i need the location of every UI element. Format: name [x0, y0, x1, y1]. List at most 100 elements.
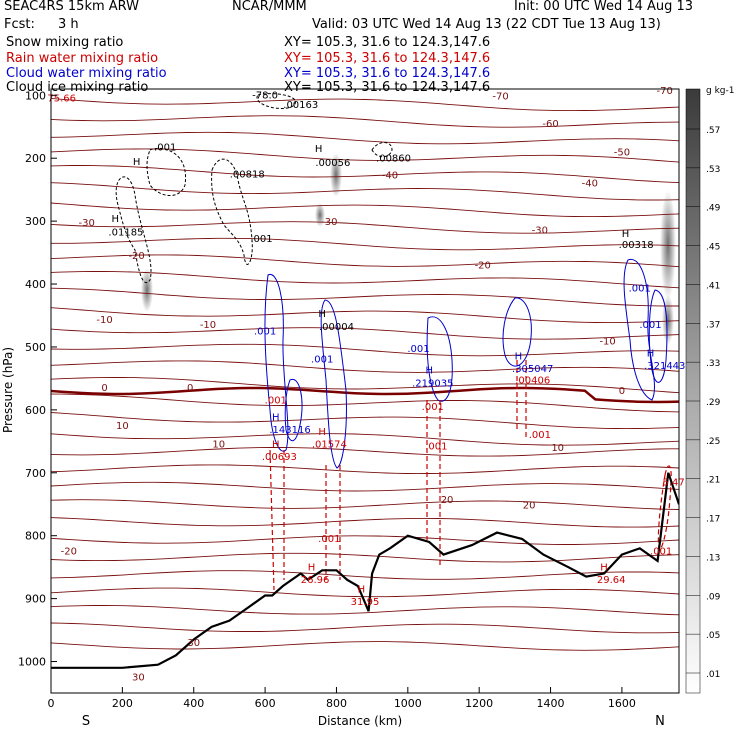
contour-label: H	[425, 365, 433, 376]
zero-degree-contour	[51, 386, 679, 404]
y-tick-label: 900	[25, 593, 46, 606]
field-cloud-ice-xy: XY= 105.3, 31.6 to 124.3,147.6	[284, 80, 491, 95]
south-label: S	[82, 714, 90, 729]
temperature-contour	[51, 148, 679, 163]
y-axis: 100 200 300 400 500 600 700 800 900 1000	[18, 89, 57, 669]
shade-blob	[330, 153, 342, 197]
contour-label: .219035	[412, 379, 453, 390]
x-tick-label: 200	[112, 697, 133, 710]
x-axis-label: Distance (km)	[318, 714, 402, 728]
contour-label: -40	[382, 170, 398, 181]
contour-label: H	[600, 562, 608, 573]
contour-label: .001	[425, 442, 447, 453]
temperature-contour	[51, 343, 679, 357]
contour-label: 26.96	[301, 575, 330, 586]
colorbar-unit: g kg-1	[706, 86, 734, 96]
cloud-water-contour	[502, 297, 532, 367]
contour-label: .001	[650, 547, 672, 558]
org-label: NCAR/MMM	[232, 0, 307, 14]
temperature-contour	[51, 412, 679, 430]
snow-contour	[256, 93, 297, 109]
rain-contour	[657, 465, 672, 552]
x-tick-label: 800	[326, 697, 347, 710]
contour-label: H	[318, 309, 326, 320]
contour-label: .001	[629, 284, 651, 295]
contour-label: .00163	[283, 100, 318, 111]
cloud-water-contour	[426, 316, 453, 402]
temperature-contour	[51, 552, 679, 563]
terrain-line	[51, 472, 679, 669]
snow-contour	[115, 176, 152, 283]
contour-label: .305047	[512, 364, 553, 375]
colorbar-label: .25	[706, 437, 720, 447]
field-cloud-water-name: Cloud water mixing ratio	[6, 66, 167, 81]
contour-label: .001	[639, 320, 661, 331]
contour-label: -60	[542, 119, 558, 130]
colorbar-label: .13	[706, 553, 720, 563]
x-tick-label: 1600	[608, 697, 636, 710]
contour-label: 31.95	[351, 597, 380, 608]
temperature-contour	[51, 307, 679, 324]
temperature-contour	[51, 221, 679, 234]
contour-label: .001	[318, 534, 340, 545]
colorbar-label: .17	[706, 515, 720, 525]
y-tick-label: 200	[25, 152, 46, 165]
y-tick-label: 800	[25, 530, 46, 543]
valid-time: Valid: 03 UTC Wed 14 Aug 13 (22 CDT Tue …	[312, 17, 661, 32]
field-snow-xy: XY= 105.3, 31.6 to 124.3,147.6	[284, 35, 491, 50]
temperature-contour	[51, 393, 679, 413]
contour-label: .00818	[230, 170, 265, 181]
colorbar-label: .57	[706, 126, 720, 136]
x-tick-label: 1200	[465, 697, 493, 710]
colorbar-labels: .57 .53 .49 .45 .41 .37 .33 .29 .25 .21 .17 .13 .09.…	[686, 126, 721, 680]
colorbar-label: .09	[706, 592, 721, 602]
y-tick-label: 600	[25, 404, 46, 417]
temperature-contour	[51, 499, 679, 510]
contour-label: -20	[128, 251, 144, 262]
forecast-label: Fcst:	[4, 17, 35, 32]
cloud-water-contour	[623, 258, 655, 401]
field-snow-name: Snow mixing ratio	[6, 35, 124, 50]
contour-label: -20	[475, 260, 491, 271]
contour-label: 20	[441, 495, 454, 506]
temperature-contour	[51, 605, 679, 616]
contour-label: 29.64	[597, 575, 626, 586]
terrain-profile	[51, 472, 679, 669]
colorbar-label: .53	[706, 165, 720, 175]
contour-label: 5.47	[663, 477, 685, 488]
y-tick-label: 100	[25, 89, 46, 102]
temperature-contour	[51, 433, 679, 446]
snow-contour	[211, 158, 253, 265]
contour-label: .00406	[515, 375, 550, 386]
cloud-water-contour	[264, 274, 289, 452]
temperature-contour	[51, 481, 679, 492]
contour-label: .001	[529, 430, 551, 441]
forecast-hour: 3 h	[58, 17, 79, 32]
init-time: Init: 00 UTC Wed 14 Aug 13	[514, 0, 694, 14]
contour-label: 75.66	[47, 94, 76, 105]
contour-label: -30	[532, 226, 548, 237]
temperature-contour	[51, 517, 679, 528]
temperature-contour	[51, 202, 679, 218]
contour-label: H	[133, 157, 141, 168]
contour-label: -30	[321, 217, 337, 228]
contour-label: H	[358, 584, 366, 595]
contour-label: H	[515, 352, 523, 363]
field-cloud-ice-name: Cloud ice mixing ratio	[6, 80, 149, 95]
temperature-contour	[51, 641, 679, 651]
field-cloud-water-xy: XY= 105.3, 31.6 to 124.3,147.6	[284, 66, 491, 81]
temperature-contour	[51, 570, 679, 580]
contour-label: .00318	[619, 240, 654, 251]
temperature-contour	[51, 377, 679, 394]
contour-label: 30	[187, 638, 200, 649]
colorbar: .57 .53 .49 .45 .41 .37 .33 .29 .25 .21 .17 .13 .09.…	[685, 86, 734, 694]
plot-frame	[50, 88, 680, 694]
contour-label: H	[622, 229, 630, 240]
colorbar-label: .41	[706, 281, 720, 291]
x-tick-label: 400	[183, 697, 204, 710]
temperature-contour	[51, 327, 679, 340]
colorbar-label: .05	[706, 631, 720, 641]
colorbar-label: .29	[706, 398, 721, 408]
contour-label: .00004	[319, 322, 354, 333]
